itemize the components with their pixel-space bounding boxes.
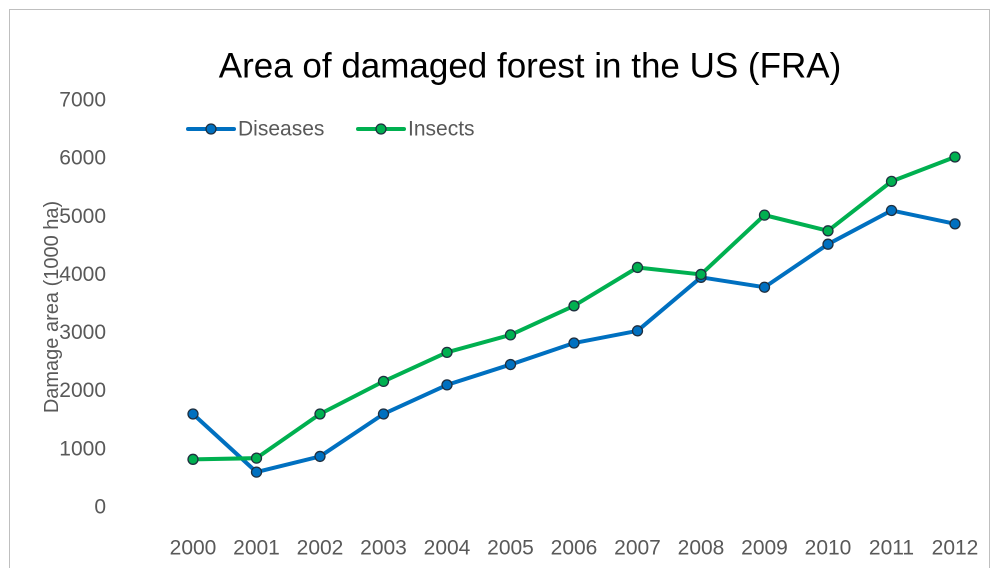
y-tick-label: 6000 xyxy=(59,147,106,170)
x-tick-label: 2008 xyxy=(678,537,725,560)
x-axis-ticks: 2000 2001 2002 2003 2004 2005 2006 2007 2008 2009… xyxy=(170,537,979,560)
x-tick-label: 2006 xyxy=(551,537,598,560)
data-point xyxy=(568,337,580,349)
y-tick-label: 4000 xyxy=(59,263,106,286)
y-tick-label: 7000 xyxy=(59,89,106,112)
y-tick-label: 0 xyxy=(94,496,106,519)
chart-frame xyxy=(9,9,990,568)
data-point xyxy=(631,261,644,274)
data-point xyxy=(504,329,517,341)
data-point xyxy=(377,408,390,420)
x-tick-label: 2009 xyxy=(741,537,788,560)
legend-item: Insects xyxy=(356,118,475,141)
data-point xyxy=(504,358,517,371)
x-tick-label: 2001 xyxy=(233,537,280,560)
data-point xyxy=(885,204,898,217)
legend-marker xyxy=(205,123,217,135)
data-point xyxy=(314,450,326,463)
y-axis-ticks: 0 1000 2000 3000 4000 5000 6000 7000 xyxy=(59,89,106,519)
data-point xyxy=(885,175,898,188)
data-point xyxy=(822,225,834,237)
x-tick-label: 2005 xyxy=(487,537,534,560)
x-tick-label: 2011 xyxy=(869,537,914,560)
x-tick-label: 2007 xyxy=(614,537,661,560)
y-tick-label: 1000 xyxy=(59,437,106,460)
legend: Diseases Insects xyxy=(186,118,475,141)
data-point xyxy=(250,466,263,478)
series-insects xyxy=(187,151,961,465)
y-axis-label: Damage area (1000 ha) xyxy=(41,201,63,413)
data-point xyxy=(949,218,961,230)
y-tick-label: 2000 xyxy=(59,379,106,402)
x-tick-label: 2002 xyxy=(297,537,344,560)
y-tick-label: 5000 xyxy=(59,205,106,228)
legend-label: Insects xyxy=(408,118,475,141)
series-layer xyxy=(187,151,961,478)
data-point xyxy=(949,151,961,163)
data-point xyxy=(377,375,390,388)
x-tick-label: 2012 xyxy=(932,537,979,560)
data-point xyxy=(695,268,707,281)
data-point xyxy=(250,452,263,464)
data-point xyxy=(822,238,834,250)
x-tick-label: 2004 xyxy=(424,537,471,560)
data-point xyxy=(441,346,453,358)
x-tick-label: 2010 xyxy=(805,537,852,560)
chart-title: Area of damaged forest in the US (FRA) xyxy=(219,47,842,86)
data-point xyxy=(187,453,199,465)
data-point xyxy=(631,325,644,337)
data-point xyxy=(441,379,453,391)
data-point xyxy=(758,209,771,221)
x-tick-label: 2003 xyxy=(360,537,407,560)
data-point xyxy=(568,300,580,312)
legend-item: Diseases xyxy=(186,118,324,141)
series-diseases xyxy=(187,204,961,478)
data-point xyxy=(758,281,771,293)
y-tick-label: 3000 xyxy=(59,321,106,344)
x-tick-label: 2000 xyxy=(170,537,217,560)
data-point xyxy=(314,408,326,420)
data-point xyxy=(187,408,199,420)
legend-label: Diseases xyxy=(238,118,324,141)
legend-marker xyxy=(375,123,387,135)
